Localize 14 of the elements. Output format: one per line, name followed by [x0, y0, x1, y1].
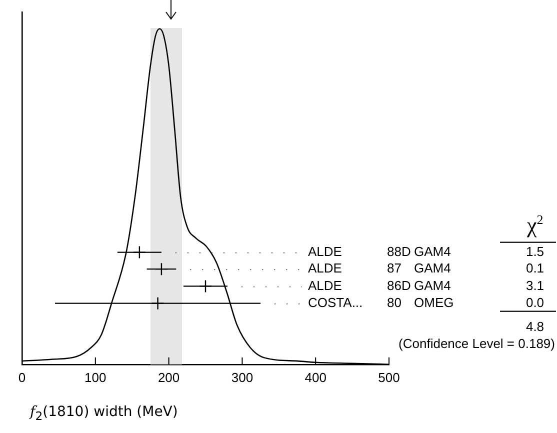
- text: ALDE 88D GAM4 1.5: [308, 244, 544, 259]
- text: ALDE 86D GAM4 3.1: [308, 278, 544, 293]
- x-tick-label: 100: [84, 370, 106, 385]
- x-tick-label: 400: [304, 370, 326, 385]
- x-tick-label: 500: [378, 370, 400, 385]
- text: ALDE 87 GAM4 0.1: [308, 260, 544, 276]
- x-tick-label: 200: [158, 370, 180, 385]
- text: χ$^{2}$: [527, 212, 544, 239]
- x-tick-label: 300: [231, 370, 254, 385]
- text: (Confidence Level = 0.189): [398, 336, 555, 351]
- text: 4.8: [526, 318, 544, 334]
- text: COSTA... 80 OMEG 0.0: [308, 294, 544, 310]
- x-tick-label: 0: [18, 370, 26, 385]
- x-axis-title: f$_{2}$(1810) width (MeV): [30, 404, 178, 423]
